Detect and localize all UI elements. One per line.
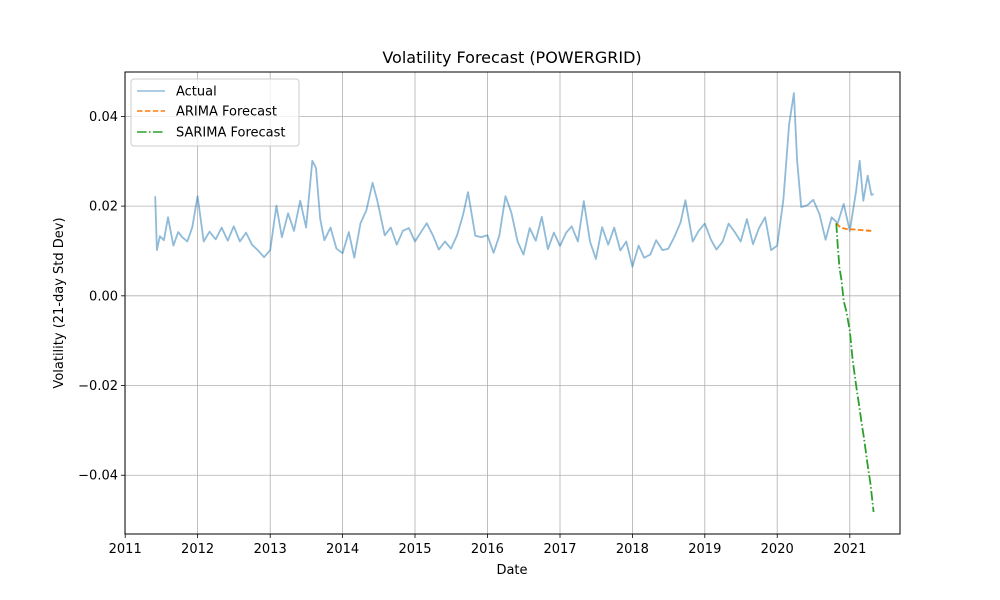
y-tick-label: 0.00 xyxy=(89,289,118,304)
axes-frame xyxy=(124,71,901,535)
x-tick-label: 2017 xyxy=(543,542,576,557)
y-axis: −0.04 −0.02 0.00 0.02 0.04 xyxy=(78,110,125,484)
x-tick-label: 2021 xyxy=(833,542,866,557)
series-line-arima-forecast xyxy=(835,222,874,232)
y-tick-label: −0.04 xyxy=(78,469,118,484)
x-tick-label: 2014 xyxy=(326,542,359,557)
x-tick-label: 2015 xyxy=(398,542,431,557)
series-line-actual xyxy=(154,92,874,268)
y-tick-label: 0.02 xyxy=(89,200,118,215)
y-tick-label: 0.04 xyxy=(89,110,118,125)
x-tick-label: 2020 xyxy=(761,542,794,557)
series-line-sarima-forecast xyxy=(835,223,875,513)
x-tick-label: 2011 xyxy=(109,542,142,557)
legend-arima-label: ARIMA Forecast xyxy=(176,105,277,120)
x-tick-label: 2018 xyxy=(616,542,649,557)
legend-frame xyxy=(130,78,300,147)
x-axis-label: Date xyxy=(496,563,527,578)
y-tick-label: −0.02 xyxy=(78,379,118,394)
x-tick-label: 2019 xyxy=(688,542,721,557)
legend-actual-label: Actual xyxy=(176,85,217,100)
legend: Actual ARIMA Forecast SARIMA Forecast xyxy=(130,78,300,147)
y-axis-label: Volatility (21-day Std Dev) xyxy=(52,217,67,388)
x-axis: 2011 2012 2013 2014 2015 2016 2017 2018 2019 2020… xyxy=(109,534,866,557)
x-tick-label: 2013 xyxy=(254,542,287,557)
plot-area xyxy=(154,92,875,513)
x-tick-label: 2012 xyxy=(181,542,214,557)
legend-sarima-label: SARIMA Forecast xyxy=(176,126,286,141)
chart-title: Volatility Forecast (POWERGRID) xyxy=(382,48,641,67)
x-tick-label: 2016 xyxy=(471,542,504,557)
